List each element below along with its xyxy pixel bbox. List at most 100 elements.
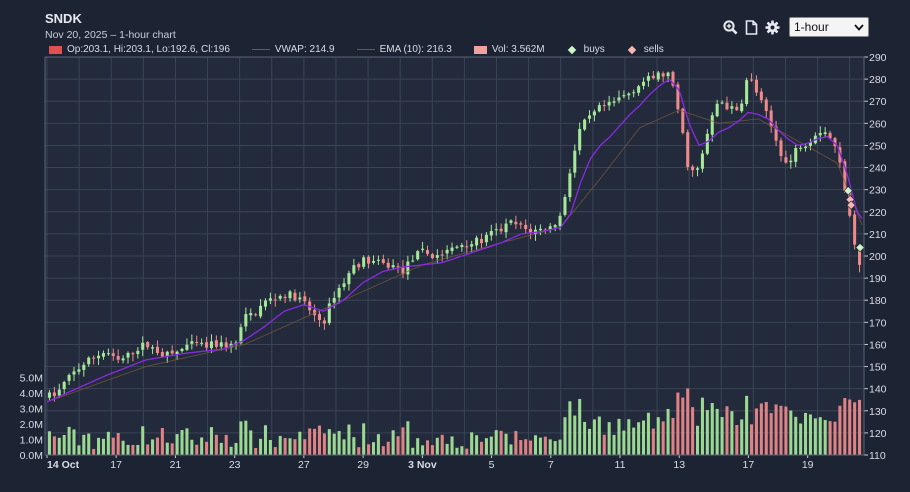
volume-bar[interactable] <box>259 438 263 455</box>
candle-body[interactable] <box>77 369 81 372</box>
candle-body[interactable] <box>460 245 464 248</box>
volume-bar[interactable] <box>224 434 228 455</box>
volume-bar[interactable] <box>759 403 763 455</box>
candle-body[interactable] <box>249 313 253 316</box>
volume-bar[interactable] <box>784 406 788 455</box>
candle-body[interactable] <box>632 92 636 94</box>
volume-bar[interactable] <box>209 427 213 455</box>
candle-body[interactable] <box>239 327 243 344</box>
volume-bar[interactable] <box>504 433 508 455</box>
volume-bar[interactable] <box>288 438 292 455</box>
volume-bar[interactable] <box>460 446 464 455</box>
candle-body[interactable] <box>288 291 292 299</box>
volume-bar[interactable] <box>651 428 655 455</box>
candle-body[interactable] <box>401 266 405 275</box>
candle-body[interactable] <box>209 341 213 349</box>
volume-bar[interactable] <box>72 429 76 455</box>
candle-body[interactable] <box>62 381 66 390</box>
volume-bar[interactable] <box>180 430 184 455</box>
candle-body[interactable] <box>386 262 390 268</box>
candle-body[interactable] <box>87 357 91 365</box>
candle-body[interactable] <box>455 246 459 248</box>
candle-body[interactable] <box>622 95 626 97</box>
volume-bar[interactable] <box>82 434 86 455</box>
volume-bar[interactable] <box>764 401 768 455</box>
candle-body[interactable] <box>72 371 76 375</box>
candle-body[interactable] <box>82 364 86 370</box>
candle-body[interactable] <box>195 341 199 343</box>
candle-body[interactable] <box>362 257 366 267</box>
candle-body[interactable] <box>538 228 542 231</box>
interval-select[interactable]: 1-hour <box>789 17 869 37</box>
volume-bar[interactable] <box>524 439 528 455</box>
volume-bar[interactable] <box>529 440 533 455</box>
volume-bar[interactable] <box>337 431 341 455</box>
volume-bar[interactable] <box>322 433 326 455</box>
volume-bar[interactable] <box>357 447 361 455</box>
candle-body[interactable] <box>794 148 798 162</box>
volume-bar[interactable] <box>376 434 380 455</box>
candle-body[interactable] <box>155 346 159 354</box>
candle-body[interactable] <box>308 301 312 311</box>
candle-body[interactable] <box>450 247 454 252</box>
candle-body[interactable] <box>126 352 130 358</box>
volume-bar[interactable] <box>715 408 719 455</box>
volume-bar[interactable] <box>725 406 729 455</box>
volume-bar[interactable] <box>416 438 420 455</box>
candle-body[interactable] <box>602 105 606 107</box>
candle-body[interactable] <box>52 392 56 397</box>
volume-bar[interactable] <box>499 430 503 455</box>
volume-bar[interactable] <box>254 448 258 455</box>
candle-body[interactable] <box>224 342 228 348</box>
volume-bar[interactable] <box>229 446 233 455</box>
volume-bar[interactable] <box>111 437 115 455</box>
candle-body[interactable] <box>583 119 587 130</box>
volume-bar[interactable] <box>808 414 812 455</box>
volume-bar[interactable] <box>455 447 459 455</box>
volume-bar[interactable] <box>676 392 680 455</box>
candle-body[interactable] <box>607 102 611 106</box>
candle-body[interactable] <box>367 256 371 264</box>
candle-body[interactable] <box>146 342 150 348</box>
candle-body[interactable] <box>180 348 184 352</box>
candle-body[interactable] <box>352 265 356 274</box>
zoom-icon[interactable] <box>722 19 739 36</box>
candle-body[interactable] <box>759 91 763 101</box>
volume-bar[interactable] <box>828 421 832 455</box>
volume-bar[interactable] <box>563 417 567 455</box>
volume-bar[interactable] <box>317 425 322 455</box>
volume-bar[interactable] <box>121 440 125 455</box>
volume-bar[interactable] <box>587 428 592 455</box>
volume-bar[interactable] <box>774 404 778 455</box>
volume-bar[interactable] <box>175 434 179 455</box>
volume-bar[interactable] <box>573 415 577 455</box>
volume-bar[interactable] <box>293 439 297 455</box>
volume-bar[interactable] <box>710 402 714 455</box>
volume-bar[interactable] <box>234 442 238 455</box>
volume-bar[interactable] <box>308 428 312 455</box>
volume-bar[interactable] <box>568 401 572 455</box>
candle-body[interactable] <box>425 249 430 255</box>
volume-bar[interactable] <box>641 420 646 455</box>
candle-body[interactable] <box>710 115 714 135</box>
volume-bar[interactable] <box>484 438 488 455</box>
candle-body[interactable] <box>617 97 621 101</box>
volume-bar[interactable] <box>519 440 523 455</box>
volume-bar[interactable] <box>332 433 336 455</box>
volume-bar[interactable] <box>858 399 862 455</box>
candle-body[interactable] <box>332 297 336 303</box>
volume-bar[interactable] <box>141 426 145 455</box>
volume-bar[interactable] <box>273 447 277 455</box>
candle-body[interactable] <box>175 351 179 355</box>
candle-body[interactable] <box>47 392 51 398</box>
candle-body[interactable] <box>671 71 675 86</box>
volume-bar[interactable] <box>342 439 346 455</box>
candle-body[interactable] <box>843 161 847 191</box>
volume-bar[interactable] <box>386 441 390 455</box>
candle-body[interactable] <box>151 347 155 349</box>
candle-body[interactable] <box>259 305 263 317</box>
candle-body[interactable] <box>499 228 503 232</box>
candle-body[interactable] <box>641 81 646 86</box>
volume-bar[interactable] <box>592 419 596 455</box>
volume-bar[interactable] <box>691 407 695 455</box>
